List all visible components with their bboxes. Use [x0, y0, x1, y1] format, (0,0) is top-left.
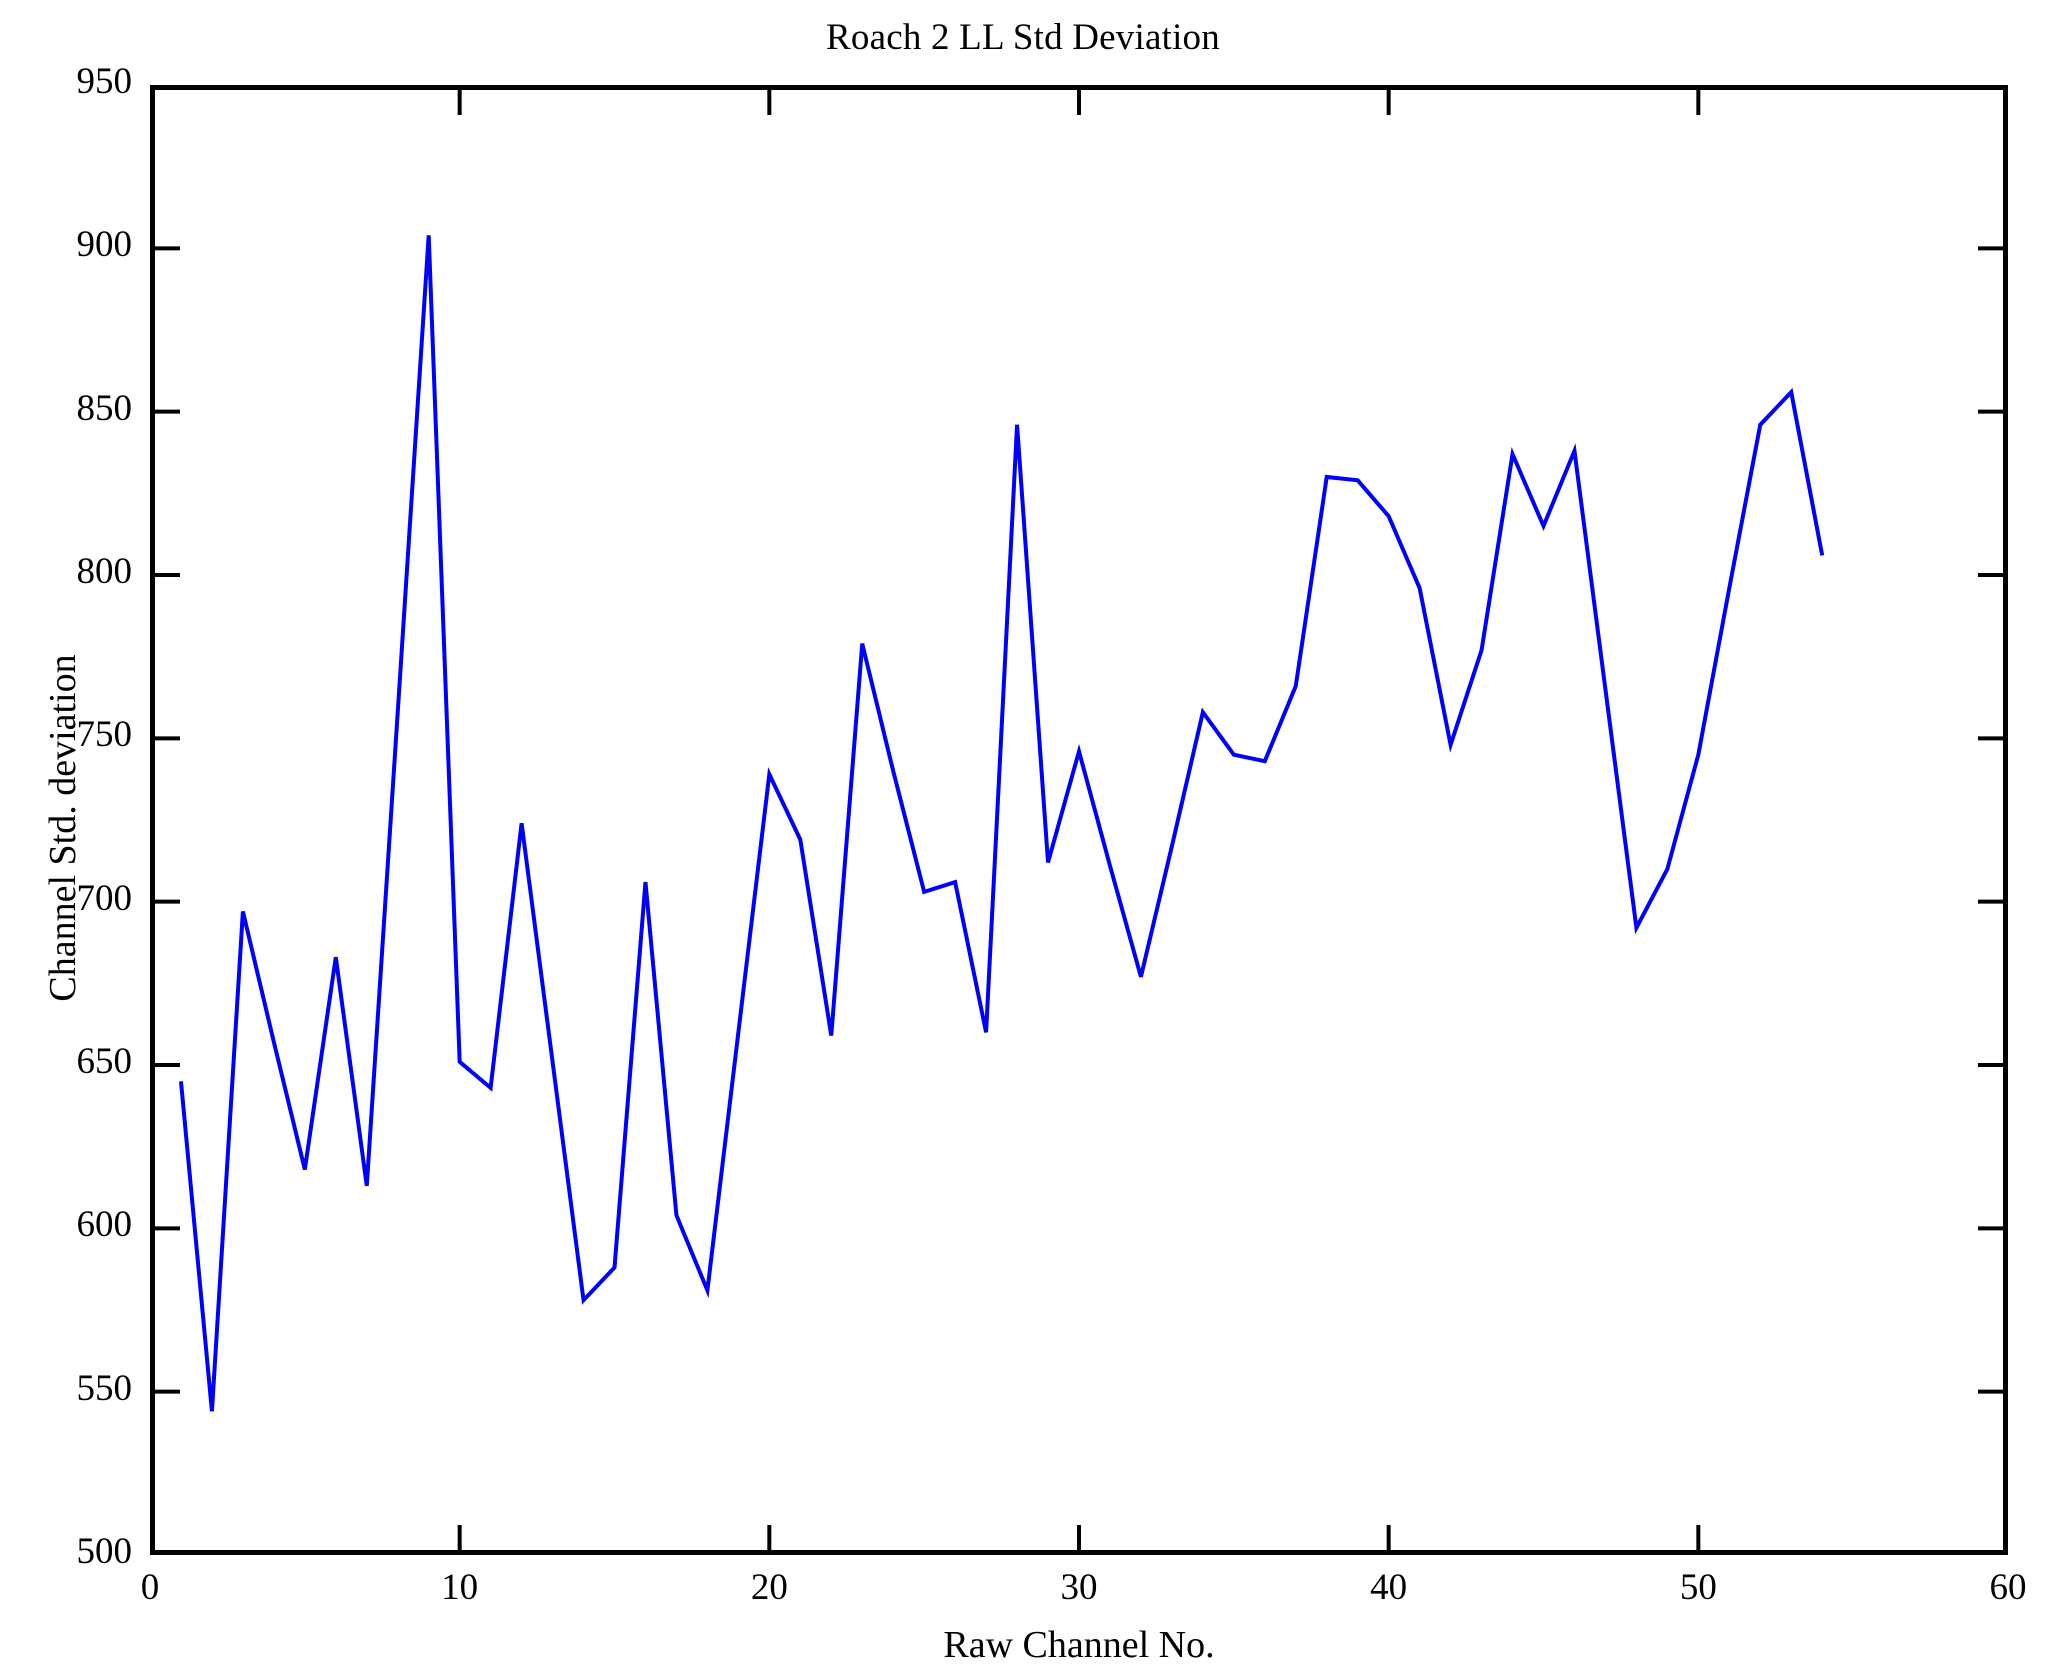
- x-tick-label: 60: [1989, 1567, 2027, 1608]
- y-tick-label: 950: [76, 61, 133, 102]
- x-axis-label: Raw Channel No.: [943, 1624, 1215, 1666]
- x-tick-label: 10: [441, 1567, 479, 1608]
- y-tick-marks: [152, 85, 2006, 1555]
- x-tick-label: 0: [140, 1567, 160, 1608]
- x-tick-label: 40: [1370, 1567, 1408, 1608]
- chart-title: Roach 2 LL Std Deviation: [826, 17, 1220, 58]
- y-tick-labels: 500 550 600 650 700 750 800 850 900 950: [0, 0, 133, 1671]
- y-tick-label: 900: [76, 224, 133, 266]
- plot-svg: [150, 85, 2008, 1555]
- y-axis-label: Channel Std. deviation: [42, 654, 84, 1002]
- x-tick-label: 50: [1679, 1567, 1717, 1608]
- x-tick-marks: [150, 87, 2008, 1553]
- y-tick-label: 800: [76, 551, 133, 592]
- y-tick-label: 600: [76, 1204, 133, 1246]
- y-tick-label: 550: [76, 1367, 133, 1409]
- y-tick-label: 700: [76, 877, 133, 919]
- y-tick-label: 500: [76, 1531, 133, 1572]
- x-tick-label: 20: [750, 1567, 788, 1608]
- data-line-series-0: [178, 235, 1825, 1412]
- x-tick-label: 30: [1060, 1567, 1098, 1608]
- y-tick-label: 850: [76, 387, 133, 429]
- y-tick-label: 750: [76, 714, 133, 756]
- plot-area: [150, 85, 2008, 1555]
- y-tick-label: 650: [76, 1041, 133, 1082]
